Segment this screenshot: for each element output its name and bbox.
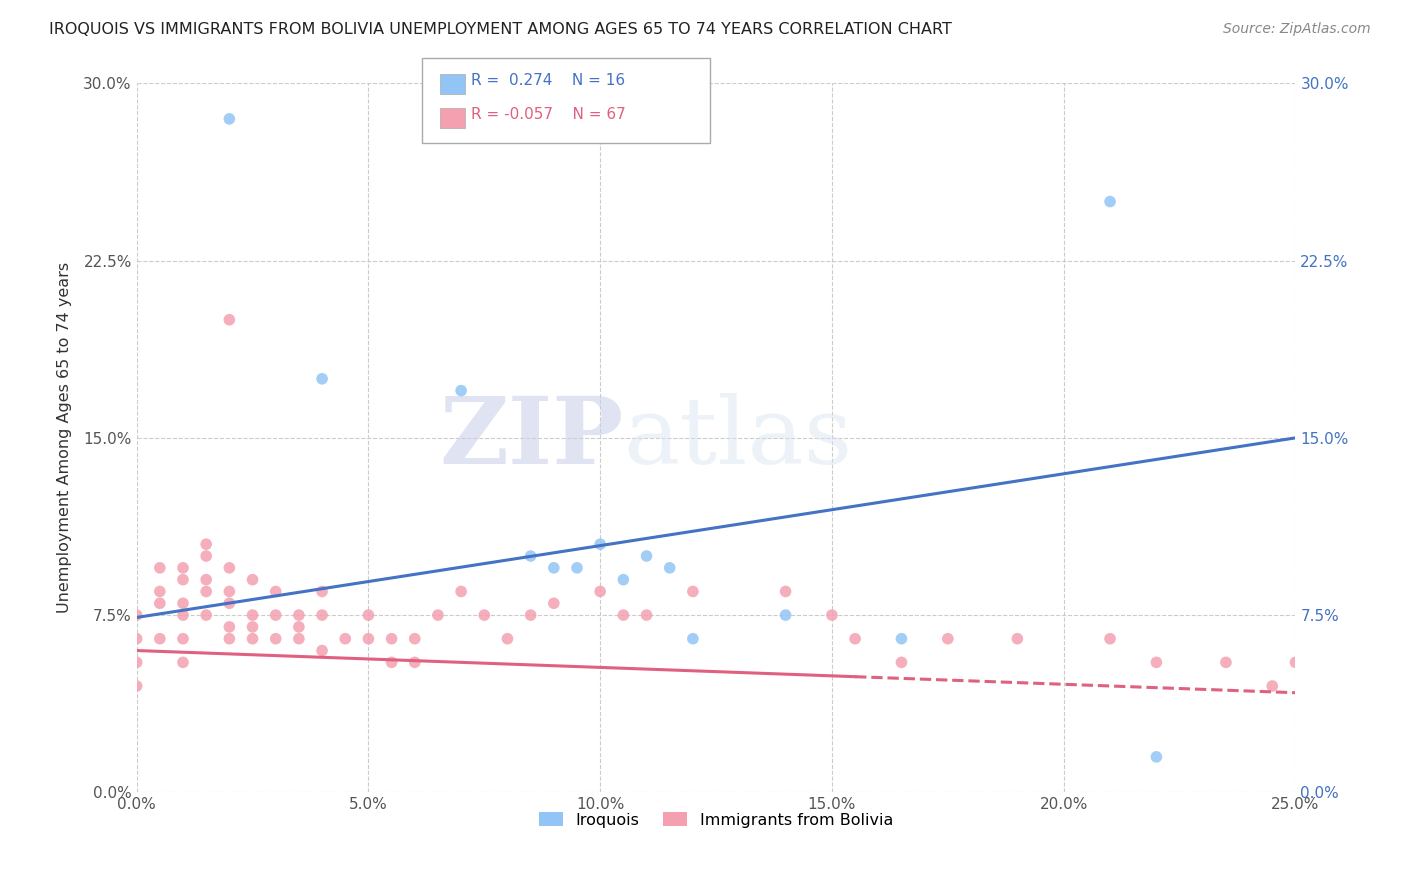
Point	[381, 656, 404, 670]
Point	[195, 537, 218, 551]
Text: Source: ZipAtlas.com: Source: ZipAtlas.com	[1223, 22, 1371, 37]
Point	[125, 632, 148, 646]
Point	[172, 608, 194, 623]
Point	[218, 620, 240, 634]
Point	[821, 608, 844, 623]
Point	[381, 632, 404, 646]
Point	[1144, 656, 1167, 670]
Point	[612, 573, 634, 587]
Point	[311, 584, 333, 599]
Point	[1099, 632, 1122, 646]
Point	[218, 561, 240, 575]
Text: atlas: atlas	[623, 392, 852, 483]
Point	[311, 372, 333, 386]
Point	[682, 632, 704, 646]
Point	[682, 584, 704, 599]
Point	[890, 656, 912, 670]
Point	[125, 656, 148, 670]
Point	[125, 608, 148, 623]
Point	[936, 632, 959, 646]
Point	[125, 679, 148, 693]
Point	[519, 549, 541, 563]
Point	[775, 608, 797, 623]
Point	[311, 608, 333, 623]
Point	[335, 632, 357, 646]
Point	[264, 584, 287, 599]
Point	[357, 632, 380, 646]
Point	[195, 549, 218, 563]
Point	[149, 561, 172, 575]
Point	[242, 608, 264, 623]
Text: ZIP: ZIP	[439, 392, 623, 483]
Point	[218, 112, 240, 126]
Point	[218, 632, 240, 646]
Point	[404, 656, 426, 670]
Point	[496, 632, 519, 646]
Point	[311, 643, 333, 657]
Point	[149, 584, 172, 599]
Point	[426, 608, 449, 623]
Point	[612, 608, 634, 623]
Point	[149, 596, 172, 610]
Point	[218, 584, 240, 599]
Point	[519, 608, 541, 623]
Point	[658, 561, 681, 575]
Legend: Iroquois, Immigrants from Bolivia: Iroquois, Immigrants from Bolivia	[533, 805, 900, 834]
Point	[890, 632, 912, 646]
Point	[242, 632, 264, 646]
Point	[172, 573, 194, 587]
Point	[288, 608, 311, 623]
Point	[404, 632, 426, 646]
Point	[195, 608, 218, 623]
Point	[1261, 679, 1284, 693]
Point	[242, 573, 264, 587]
Text: R = -0.057    N = 67: R = -0.057 N = 67	[471, 107, 626, 122]
Point	[242, 620, 264, 634]
Point	[218, 596, 240, 610]
Point	[195, 573, 218, 587]
Point	[543, 561, 565, 575]
Point	[172, 596, 194, 610]
Point	[1144, 750, 1167, 764]
Point	[1007, 632, 1029, 646]
Point	[288, 632, 311, 646]
Point	[565, 561, 588, 575]
Point	[1215, 656, 1237, 670]
Point	[172, 632, 194, 646]
Point	[264, 632, 287, 646]
Point	[589, 537, 612, 551]
Point	[450, 384, 472, 398]
Point	[543, 596, 565, 610]
Point	[844, 632, 866, 646]
Point	[288, 620, 311, 634]
Point	[218, 312, 240, 326]
Text: R =  0.274    N = 16: R = 0.274 N = 16	[471, 73, 626, 88]
Point	[172, 561, 194, 575]
Point	[1284, 656, 1306, 670]
Point	[636, 608, 658, 623]
Point	[1099, 194, 1122, 209]
Point	[589, 584, 612, 599]
Point	[450, 584, 472, 599]
Point	[636, 549, 658, 563]
Point	[472, 608, 495, 623]
Point	[149, 632, 172, 646]
Point	[1308, 679, 1330, 693]
Point	[264, 608, 287, 623]
Point	[775, 584, 797, 599]
Y-axis label: Unemployment Among Ages 65 to 74 years: Unemployment Among Ages 65 to 74 years	[58, 262, 72, 614]
Point	[195, 584, 218, 599]
Text: IROQUOIS VS IMMIGRANTS FROM BOLIVIA UNEMPLOYMENT AMONG AGES 65 TO 74 YEARS CORRE: IROQUOIS VS IMMIGRANTS FROM BOLIVIA UNEM…	[49, 22, 952, 37]
Point	[172, 656, 194, 670]
Point	[357, 608, 380, 623]
